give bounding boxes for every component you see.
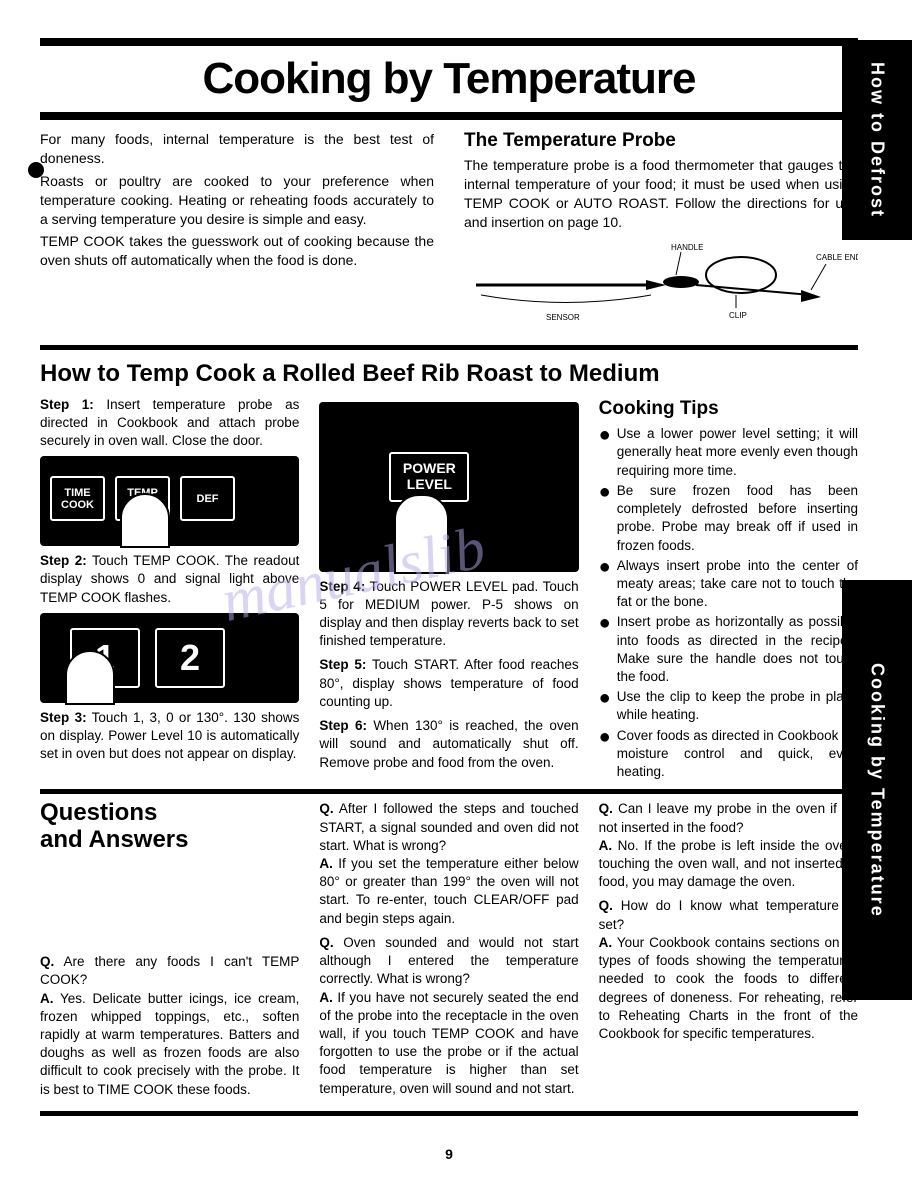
- tip-1-text: Use a lower power level setting; it will…: [617, 425, 858, 480]
- q4-label: Q.: [599, 801, 613, 816]
- rule-section-2: [40, 789, 858, 794]
- label-cable: CABLE END: [816, 253, 858, 262]
- step-2-label: Step 2:: [40, 553, 87, 568]
- q2-label: Q.: [319, 801, 333, 816]
- step-4: Step 4: Touch POWER LEVEL pad. Touch 5 f…: [319, 578, 578, 651]
- qa-item-1: Q. Are there any foods I can't TEMP COOK…: [40, 953, 299, 1099]
- control-panel-illustration-3: POWER LEVEL: [319, 402, 578, 572]
- label-handle: HANDLE: [671, 243, 703, 252]
- rule-under-title: [40, 112, 858, 120]
- q5-text: How do I know what temperature to set?: [599, 898, 858, 931]
- probe-diagram: HANDLE CABLE END SENSOR CLIP: [464, 240, 858, 330]
- intro-p2: Roasts or poultry are cooked to your pre…: [40, 172, 434, 229]
- step-5: Step 5: Touch START. After food reaches …: [319, 656, 578, 711]
- qa-heading: Questionsand Answers: [40, 800, 299, 853]
- a3-label: A.: [319, 990, 333, 1005]
- intro-section: For many foods, internal temperature is …: [40, 130, 858, 335]
- tip-6-text: Cover foods as directed in Cookbook for …: [617, 727, 858, 782]
- q5-label: Q.: [599, 898, 613, 913]
- tip-5: ●Use the clip to keep the probe in place…: [599, 688, 858, 724]
- bullet-icon: ●: [599, 482, 611, 555]
- qa-col-2: Q. After I followed the steps and touche…: [319, 800, 578, 1105]
- tip-3: ●Always insert probe into the center of …: [599, 557, 858, 612]
- intro-p3: TEMP COOK takes the guesswork out of coo…: [40, 232, 434, 270]
- probe-text: The temperature probe is a food thermome…: [464, 156, 858, 232]
- bullet-icon: ●: [599, 688, 611, 724]
- tip-2-text: Be sure frozen food has been completely …: [617, 482, 858, 555]
- qa-item-2: Q. After I followed the steps and touche…: [319, 800, 578, 928]
- q3-label: Q.: [319, 935, 333, 950]
- step-1: Step 1: Insert temperature probe as dire…: [40, 396, 299, 451]
- tip-3-text: Always insert probe into the center of m…: [617, 557, 858, 612]
- step-6: Step 6: When 130° is reached, the oven w…: [319, 717, 578, 772]
- bullet-icon: ●: [599, 613, 611, 686]
- rule-top: [40, 38, 858, 46]
- step-3-label: Step 3:: [40, 710, 87, 725]
- step-6-label: Step 6:: [319, 718, 367, 733]
- a5-label: A.: [599, 935, 613, 950]
- howto-col-2: POWER LEVEL Step 4: Touch POWER LEVEL pa…: [319, 396, 578, 784]
- q1-label: Q.: [40, 954, 54, 969]
- rule-bottom: [40, 1111, 858, 1116]
- intro-right-column: The Temperature Probe The temperature pr…: [464, 130, 858, 335]
- bullet-icon: ●: [599, 557, 611, 612]
- qa-col-1: Questionsand Answers Q. Are there any fo…: [40, 800, 299, 1105]
- side-tab-cooking-temp: Cooking by Temperature: [842, 580, 912, 1000]
- q3-text: Oven sounded and would not start althoug…: [319, 935, 578, 986]
- tip-4: ●Insert probe as horizontally as possibl…: [599, 613, 858, 686]
- bullet-icon: ●: [599, 425, 611, 480]
- page-title: Cooking by Temperature: [40, 54, 858, 104]
- a4-label: A.: [599, 838, 613, 853]
- q4-text: Can I leave my probe in the oven if it's…: [599, 801, 858, 834]
- step-4-label: Step 4:: [319, 579, 365, 594]
- hole-punch-mark: [28, 162, 44, 178]
- qa-item-3: Q. Oven sounded and would not start alth…: [319, 934, 578, 1098]
- step-5-label: Step 5:: [319, 657, 366, 672]
- tip-2: ●Be sure frozen food has been completely…: [599, 482, 858, 555]
- intro-p1: For many foods, internal temperature is …: [40, 130, 434, 168]
- a3-text: If you have not securely seated the end …: [319, 990, 578, 1096]
- page-number: 9: [40, 1146, 858, 1162]
- qa-columns: Questionsand Answers Q. Are there any fo…: [40, 800, 858, 1105]
- q1-text: Are there any foods I can't TEMP COOK?: [40, 954, 299, 987]
- panel-num-2: 2: [155, 628, 225, 688]
- step-3: Step 3: Touch 1, 3, 0 or 130°. 130 shows…: [40, 709, 299, 764]
- panel-def: DEF: [180, 476, 235, 521]
- side-tab-defrost: How to Defrost: [842, 40, 912, 240]
- howto-columns: Step 1: Insert temperature probe as dire…: [40, 396, 858, 784]
- howto-col-3: Cooking Tips ●Use a lower power level se…: [599, 396, 858, 784]
- tip-5-text: Use the clip to keep the probe in place …: [617, 688, 858, 724]
- step-1-label: Step 1:: [40, 397, 94, 412]
- howto-col-1: Step 1: Insert temperature probe as dire…: [40, 396, 299, 784]
- finger-icon: [394, 494, 449, 574]
- a2-label: A.: [319, 856, 333, 871]
- q2-text: After I followed the steps and touched S…: [319, 801, 578, 852]
- a4-text: No. If the probe is left inside the oven…: [599, 838, 858, 889]
- tips-heading: Cooking Tips: [599, 396, 858, 422]
- tip-4-text: Insert probe as horizontally as possible…: [617, 613, 858, 686]
- tip-1: ●Use a lower power level setting; it wil…: [599, 425, 858, 480]
- document-page: Cooking by Temperature For many foods, i…: [0, 0, 918, 1192]
- step-2: Step 2: Touch TEMP COOK. The readout dis…: [40, 552, 299, 607]
- a1-text: Yes. Delicate butter icings, ice cream, …: [40, 991, 299, 1097]
- bullet-icon: ●: [599, 727, 611, 782]
- a1-label: A.: [40, 991, 54, 1006]
- finger-icon: [65, 650, 115, 705]
- tip-6: ●Cover foods as directed in Cookbook for…: [599, 727, 858, 782]
- probe-heading: The Temperature Probe: [464, 130, 858, 152]
- label-sensor: SENSOR: [546, 313, 580, 322]
- control-panel-illustration-2: 1 2: [40, 613, 299, 703]
- rule-section-1: [40, 345, 858, 350]
- panel-time-cook: TIME COOK: [50, 476, 105, 521]
- qa-item-4: Q. Can I leave my probe in the oven if i…: [599, 800, 858, 891]
- finger-icon: [120, 493, 170, 548]
- qa-col-3: Q. Can I leave my probe in the oven if i…: [599, 800, 858, 1105]
- intro-left-column: For many foods, internal temperature is …: [40, 130, 434, 335]
- a2-text: If you set the temperature either below …: [319, 856, 578, 926]
- a5-text: Your Cookbook contains sections on all t…: [599, 935, 858, 1041]
- qa-item-5: Q. How do I know what temperature to set…: [599, 897, 858, 1043]
- control-panel-illustration-1: TIME COOK TEMP COOK DEF: [40, 456, 299, 546]
- label-clip: CLIP: [729, 311, 747, 320]
- howto-heading: How to Temp Cook a Rolled Beef Rib Roast…: [40, 360, 858, 388]
